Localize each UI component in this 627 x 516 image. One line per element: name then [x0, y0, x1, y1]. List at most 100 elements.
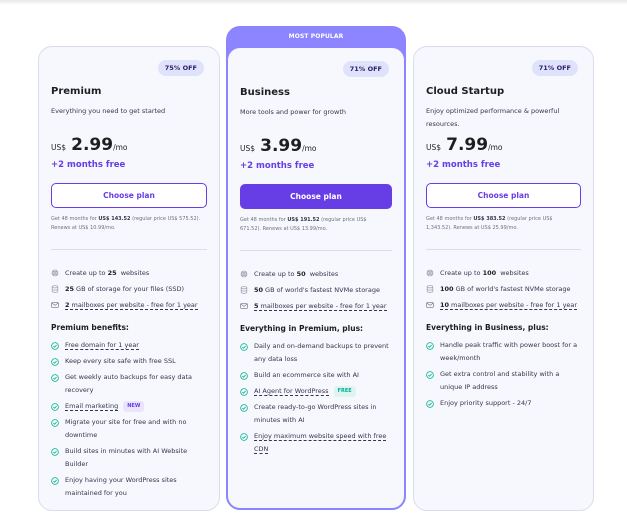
divider: [51, 249, 207, 250]
check-circle-icon: [51, 447, 59, 456]
price-amount: 7.99: [446, 135, 489, 155]
benefit-text-wrap: Get weekly auto backups for easy data re…: [65, 371, 207, 397]
benefit-text-wrap: Handle peak traffic with power boost for…: [440, 339, 581, 365]
benefit-text-wrap: Enjoy priority support - 24/7: [440, 397, 531, 410]
benefits-title: Premium benefits:: [51, 323, 129, 332]
spec-text: 10 mailboxes per website - free for 1 yea…: [440, 300, 578, 310]
spec-list: Create up to 50 websites 50 GB of world's …: [240, 266, 392, 314]
benefit-text: Create ready-to-go WordPress sites in mi…: [254, 403, 377, 424]
fine-print-total: US$ 191.52: [287, 217, 320, 223]
spec-text: 5 mailboxes per website - free for 1 year: [254, 302, 387, 311]
benefit-item: Build an ecommerce site with AI: [240, 369, 392, 382]
spec-post: mailboxes per website - free for 1 year: [451, 300, 578, 309]
check-circle-icon: [51, 402, 59, 411]
database-icon: [51, 285, 59, 293]
benefit-item: Enjoy priority support - 24/7: [426, 397, 581, 410]
benefit-item: Enjoy maximum website speed with free CD…: [240, 430, 392, 456]
divider: [426, 249, 581, 250]
benefit-text-wrap: Build sites in minutes with AI Website B…: [65, 445, 207, 471]
benefit-text: Build an ecommerce site with AI: [254, 371, 359, 379]
new-tag: NEW: [123, 400, 145, 412]
benefit-text: Daily and on-demand backups to prevent a…: [254, 342, 389, 363]
price-amount: 2.99: [71, 135, 114, 155]
benefit-text[interactable]: Enjoy maximum website speed with free CD…: [254, 432, 387, 454]
bonus-months: +2 months free: [426, 160, 501, 170]
price-currency: US$: [240, 144, 256, 153]
benefit-item: Daily and on-demand backups to prevent a…: [240, 340, 392, 366]
spec-post: GB of world's fastest NVMe storage: [455, 285, 571, 293]
spec-item: 50 GB of world's fastest NVMe storage: [240, 282, 392, 298]
fine-print-pre: Get 48 months for: [240, 217, 288, 223]
fine-print-total: US$ 383.52: [473, 216, 506, 222]
choose-plan-button-cloud-startup[interactable]: Choose plan: [426, 183, 581, 208]
benefit-text-wrap: Keep every site safe with free SSL: [65, 355, 176, 368]
spec-item: Create up to 25 websites: [51, 265, 207, 281]
spec-pre: Create up to: [254, 270, 297, 278]
spec-value: 25: [107, 269, 117, 277]
fine-print-total: US$ 143.52: [98, 216, 131, 222]
benefit-text: Migrate your site for free and with no d…: [65, 418, 187, 439]
check-circle-icon: [426, 370, 434, 379]
free-tag: FREE: [333, 385, 356, 397]
price-currency: US$: [426, 143, 442, 152]
plan-price: US$ 7.99/mo: [426, 135, 503, 155]
benefit-text-wrap: Free domain for 1 year: [65, 339, 139, 352]
spec-text: 2 mailboxes per website - free for 1 year: [65, 301, 198, 310]
spec-text: Create up to 25 websites: [65, 269, 149, 277]
benefit-item: Create ready-to-go WordPress sites in mi…: [240, 401, 392, 427]
check-circle-icon: [51, 341, 59, 350]
benefit-text: Keep every site safe with free SSL: [65, 357, 176, 365]
spec-item: 5 mailboxes per website - free for 1 year: [240, 298, 392, 314]
mail-icon: [240, 302, 248, 310]
benefit-text[interactable]: AI Agent for WordPress: [254, 387, 329, 396]
check-circle-icon: [51, 373, 59, 382]
check-circle-icon: [51, 418, 59, 427]
check-circle-icon: [240, 403, 248, 412]
benefit-item: Enjoy having your WordPress sites mainta…: [51, 474, 207, 500]
bonus-months: +2 months free: [240, 161, 315, 171]
spec-post: websites: [498, 269, 529, 277]
spec-value: 10: [440, 300, 450, 309]
benefit-text-wrap: Enjoy having your WordPress sites mainta…: [65, 474, 207, 500]
price-amount: 3.99: [260, 136, 303, 156]
benefit-text[interactable]: Email marketing: [65, 402, 119, 411]
divider: [240, 250, 392, 251]
choose-plan-button-business[interactable]: Choose plan: [240, 184, 392, 209]
spec-text: 50 GB of world's fastest NVMe storage: [254, 286, 380, 294]
benefit-text-wrap: Email marketing NEW: [65, 400, 145, 413]
benefit-text[interactable]: Free domain for 1 year: [65, 341, 139, 350]
spec-item: Create up to 50 websites: [240, 266, 392, 282]
spec-list: Create up to 25 websites 25 GB of storage …: [51, 265, 207, 313]
benefit-text: Build sites in minutes with AI Website B…: [65, 447, 188, 468]
fine-print: Get 48 months for US$ 143.52 (regular pr…: [51, 215, 201, 233]
benefit-list: Free domain for 1 year Keep every site sa…: [51, 339, 207, 503]
benefit-item: AI Agent for WordPress FREE: [240, 385, 392, 398]
spec-post: websites: [307, 270, 339, 278]
fine-print-pre: Get 48 months for: [426, 216, 474, 222]
benefit-item: Free domain for 1 year: [51, 339, 207, 352]
top-shadow-bar: [0, 0, 627, 5]
price-period: /mo: [302, 144, 317, 153]
spec-pre: Create up to: [440, 269, 483, 277]
bonus-months: +2 months free: [51, 160, 126, 170]
spec-post: websites: [118, 269, 150, 277]
fine-print: Get 48 months for US$ 191.52 (regular pr…: [240, 216, 386, 234]
spec-post: mailboxes per website - free for 1 year: [260, 301, 387, 310]
spec-text: Create up to 100 websites: [440, 269, 529, 277]
database-icon: [240, 286, 248, 294]
fine-print-pre: Get 48 months for: [51, 216, 99, 222]
check-circle-icon: [240, 432, 248, 441]
spec-text: 25 GB of storage for your files (SSD): [65, 285, 184, 293]
discount-badge: 75% OFF: [157, 60, 204, 76]
plan-price: US$ 3.99/mo: [240, 136, 317, 156]
plan-description: Everything you need to get started: [51, 107, 166, 115]
choose-plan-button-premium[interactable]: Choose plan: [51, 183, 207, 208]
plan-name: Cloud Startup: [426, 86, 505, 97]
benefit-text-wrap: Create ready-to-go WordPress sites in mi…: [254, 401, 392, 427]
most-popular-ribbon: MOST POPULAR: [288, 33, 344, 40]
benefit-text: Get extra control and stability with a u…: [440, 370, 560, 391]
spec-text: 100 GB of world's fastest NVMe storage: [440, 285, 571, 293]
price-period: /mo: [113, 143, 128, 152]
spec-value: 50: [296, 270, 306, 278]
spec-value: 25: [65, 285, 75, 293]
